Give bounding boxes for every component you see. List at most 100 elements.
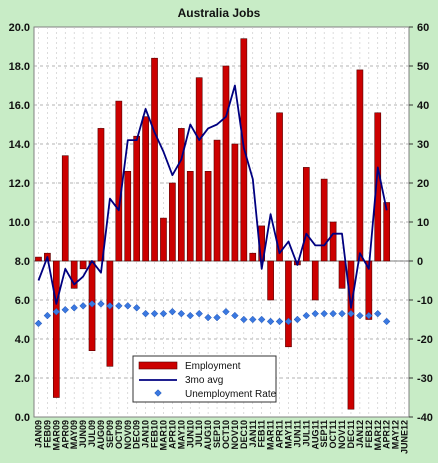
x-tick-label: DEC11 <box>346 420 356 449</box>
point-unemployment-rate <box>373 309 382 318</box>
point-unemployment-rate <box>79 302 87 310</box>
bar-employment <box>320 178 328 262</box>
bar-employment <box>213 139 221 262</box>
bar-employment <box>356 69 364 262</box>
x-axis: JAN09FEB09MAR09APR09MAY09JUN09JUL09AUG09… <box>33 420 409 454</box>
bar-employment <box>160 217 167 262</box>
bar-employment <box>249 252 257 262</box>
point-unemployment-rate <box>213 313 221 322</box>
bar-employment <box>177 128 185 262</box>
bar-employment <box>52 260 60 398</box>
x-tick-label: APR09 <box>60 420 70 449</box>
left-tick-label: 14.0 <box>9 139 30 151</box>
point-unemployment-rate <box>195 309 203 318</box>
right-tick-label: 0 <box>417 256 423 268</box>
x-tick-label: OCT11 <box>328 420 338 449</box>
point-unemployment-rate <box>123 302 132 310</box>
x-tick-label: FEB10 <box>150 420 160 448</box>
legend-label-3mo-avg: 3mo avg <box>185 375 223 386</box>
x-tick-label: MAY09 <box>69 420 79 449</box>
bar-employment <box>133 135 141 262</box>
point-unemployment-rate <box>204 313 212 322</box>
point-unemployment-rate <box>382 317 391 326</box>
x-tick-label: DEC10 <box>239 420 249 449</box>
bar-employment <box>115 100 123 262</box>
right-tick-label: 20 <box>417 178 429 190</box>
legend-swatch-employment <box>138 361 178 370</box>
bar-employment <box>285 260 292 348</box>
right-tick-label: -30 <box>417 373 433 385</box>
point-unemployment-rate <box>70 304 78 312</box>
bar-employment <box>151 57 158 262</box>
left-tick-label: 20.0 <box>9 22 30 34</box>
point-unemployment-rate <box>168 307 177 316</box>
bar-employment <box>329 221 337 262</box>
point-unemployment-rate <box>231 311 239 320</box>
x-tick-label: NOV10 <box>230 420 240 450</box>
point-unemployment-rate <box>97 300 105 308</box>
x-tick-label: MAR12 <box>373 420 383 451</box>
left-tick-label: 16.0 <box>9 100 30 112</box>
right-axis: -40 -30 -20 -10 0 10 20 30 40 50 60 <box>409 22 433 424</box>
x-tick-label: SEP10 <box>212 420 222 448</box>
right-tick-label: 10 <box>417 217 429 229</box>
x-tick-label: JUN10 <box>185 420 195 448</box>
right-tick-label: -10 <box>417 295 433 307</box>
bar-employment <box>267 260 274 301</box>
legend-swatch-unemployment-rate <box>154 389 162 397</box>
legend-label-employment: Employment <box>185 361 241 372</box>
right-tick-label: 60 <box>417 22 429 34</box>
x-tick-label: FEB09 <box>42 420 52 448</box>
left-tick-label: 6.0 <box>15 295 30 307</box>
x-tick-label: APR11 <box>275 420 285 449</box>
left-tick-label: 10.0 <box>9 217 30 229</box>
x-tick-label: MAY11 <box>283 420 293 449</box>
employment-bars <box>35 38 391 410</box>
right-tick-label: -40 <box>417 412 433 424</box>
point-unemployment-rate <box>88 300 96 308</box>
point-unemployment-rate <box>320 309 328 318</box>
point-unemployment-rate <box>329 309 337 318</box>
point-unemployment-rate <box>266 317 275 326</box>
bar-employment <box>106 260 114 367</box>
x-tick-label: JUN09 <box>78 420 88 448</box>
right-tick-label: 30 <box>417 139 429 151</box>
x-tick-label: JUN11 <box>292 420 302 448</box>
right-tick-label: 40 <box>417 100 429 112</box>
three-month-average-line <box>37 84 388 309</box>
bar-employment <box>79 260 87 270</box>
bar-employment <box>70 260 78 289</box>
point-unemployment-rate <box>34 319 43 328</box>
bar-employment <box>222 65 230 262</box>
bar-employment <box>374 112 382 262</box>
point-unemployment-rate <box>365 311 373 320</box>
x-tick-label: JUNE12 <box>400 420 410 454</box>
point-unemployment-rate <box>257 315 266 324</box>
point-unemployment-rate <box>356 311 364 320</box>
point-unemployment-rate <box>275 317 284 326</box>
point-unemployment-rate <box>302 311 311 320</box>
bar-employment <box>142 116 149 262</box>
point-unemployment-rate <box>248 315 257 324</box>
x-tick-label: JAN12 <box>355 420 365 448</box>
x-tick-label: AUG11 <box>310 420 320 450</box>
bar-employment <box>311 260 319 301</box>
left-tick-label: 18.0 <box>9 61 30 73</box>
left-tick-label: 0.0 <box>15 412 30 424</box>
x-tick-label: JAN09 <box>33 420 43 448</box>
x-tick-label: FEB11 <box>257 420 267 448</box>
x-tick-label: JUL11 <box>301 420 311 447</box>
x-tick-label: MAR10 <box>158 420 168 451</box>
x-tick-label: JUL09 <box>87 420 97 447</box>
chart-title: Australia Jobs <box>178 6 261 20</box>
x-tick-label: OCT09 <box>114 420 124 449</box>
point-unemployment-rate <box>150 309 159 318</box>
point-unemployment-rate <box>186 311 195 320</box>
right-tick-label: 50 <box>417 61 429 73</box>
line-3mo-avg <box>37 84 388 309</box>
point-unemployment-rate <box>347 309 355 318</box>
point-unemployment-rate <box>311 309 320 318</box>
point-unemployment-rate <box>52 307 61 316</box>
x-tick-label: NOV11 <box>337 420 347 449</box>
